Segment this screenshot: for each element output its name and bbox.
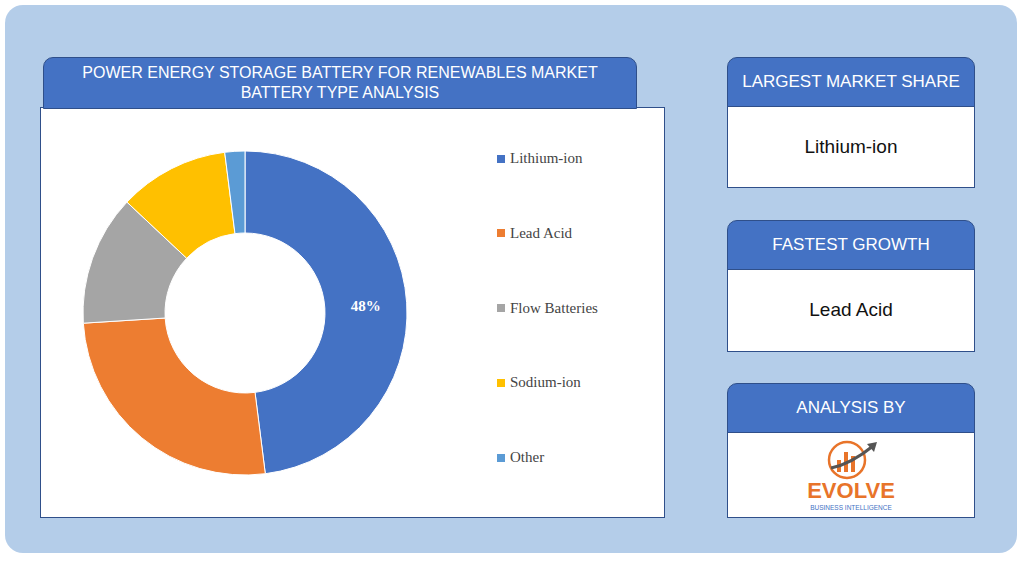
svg-text:EVOLVE: EVOLVE (807, 478, 895, 503)
html-text:POWER ENERGY STORAGE BATTERY F: POWER ENERGY STORAGE BATTERY FOR RENEWAB… (82, 64, 598, 101)
html-text:Lithium-ion: Lithium-ion (510, 150, 583, 166)
html-text:Other: Other (510, 449, 545, 466)
html-text:Flow Batteries: Flow Batteries (510, 299, 598, 316)
html-text:FASTEST GROWTH: FASTEST GROWTH (772, 235, 930, 254)
html-text:ANALYSIS BY: ANALYSIS BY (796, 398, 906, 417)
html-text:Lead Acid: Lead Acid (510, 224, 573, 241)
svg-text:48%: 48% (351, 298, 381, 314)
html-text:Lead Acid: Lead Acid (809, 299, 893, 320)
svg-text:BUSINESS INTELLIGENCE: BUSINESS INTELLIGENCE (810, 504, 892, 511)
html-text:Lithium-ion: Lithium-ion (804, 135, 898, 157)
html-text:Sodium-ion: Sodium-ion (510, 374, 581, 391)
html-text:LARGEST MARKET SHARE: LARGEST MARKET SHARE (742, 72, 960, 91)
